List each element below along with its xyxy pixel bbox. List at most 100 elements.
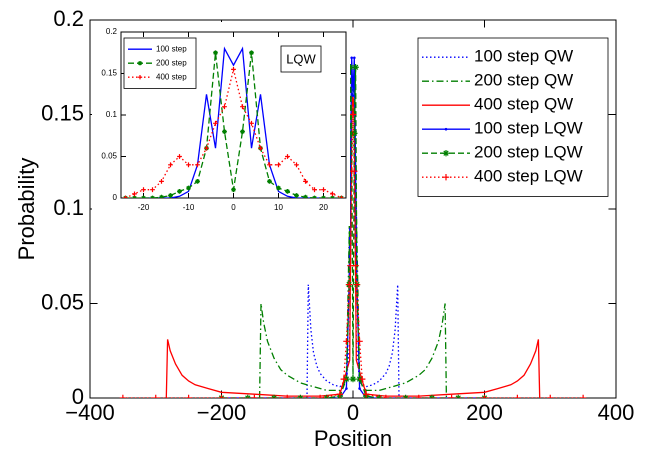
inset-x-tick-label: -20 [138, 203, 150, 212]
main-series-marker-5 [353, 281, 361, 288]
main-series-marker-5 [481, 394, 488, 398]
inset-x-tick-label: 20 [319, 203, 328, 212]
inset-series-marker-2 [141, 187, 146, 193]
main-series-marker-4 [349, 375, 357, 383]
inset-series-marker-2 [159, 179, 164, 184]
main-series-marker-5 [336, 391, 344, 398]
inset-x-tick-label: 10 [274, 203, 283, 212]
inset-series-marker-1 [222, 129, 227, 134]
main-series-marker-3 [358, 387, 361, 390]
main-series-marker-5 [351, 168, 358, 175]
inset-series-marker-2 [123, 195, 128, 198]
inset-x-tick-label: -10 [183, 203, 195, 212]
main-series-marker-5 [119, 394, 127, 398]
main-legend-marker-4 [442, 150, 450, 157]
inset-series-marker-2 [177, 154, 182, 159]
main-series-marker-5 [343, 338, 350, 345]
inset-series-marker-2 [150, 187, 155, 193]
main-y-axis-label: Probability [14, 158, 39, 261]
inset-series-marker-1 [240, 129, 245, 134]
main-series-marker-4 [351, 130, 358, 137]
main-series-marker-3 [350, 56, 353, 60]
inset-series-marker-1 [186, 185, 191, 191]
main-series-marker-5 [415, 394, 422, 398]
inset-series-marker-1 [195, 179, 200, 184]
main-series-marker-3 [353, 56, 356, 60]
inset-legend-label-0: 100 step [156, 44, 187, 53]
main-series-marker-5 [579, 394, 587, 398]
inset-y-tick-label: 0.15 [101, 69, 117, 78]
main-series-marker-5 [356, 338, 363, 345]
inset-y-tick-label: 0.2 [106, 27, 118, 36]
inset-series-marker-2 [249, 120, 254, 126]
main-series-marker-4 [352, 64, 359, 71]
inset-series-marker-1 [294, 193, 299, 198]
inset-series-marker-1 [168, 193, 173, 198]
inset-series-marker-2 [186, 162, 191, 168]
inset-series-marker-2 [168, 162, 173, 168]
inset-series-marker-1 [213, 50, 218, 56]
inset-series-marker-1 [276, 185, 281, 191]
inset-series-marker-2 [240, 104, 245, 110]
inset-y-tick-label: 0 [113, 193, 118, 202]
main-series-marker-5 [152, 394, 159, 398]
inset-series-marker-2 [222, 104, 227, 110]
main-series-marker-5 [359, 375, 366, 383]
main-series-marker-5 [448, 394, 455, 398]
inset-legend-label-1: 200 step [156, 58, 187, 67]
inset-series-marker-2 [312, 187, 317, 193]
main-series-marker-5 [218, 394, 225, 398]
inset-series-marker-2 [195, 162, 200, 168]
inset-series-marker-2 [231, 66, 236, 72]
inset-series-marker-2 [204, 145, 209, 151]
main-series-marker-5 [316, 394, 324, 398]
main-legend-label-1: 200 step QW [474, 71, 573, 90]
main-x-tick-label: 400 [598, 400, 635, 425]
main-legend-label-4: 200 step LQW [474, 143, 583, 162]
inset-series-marker-1 [267, 179, 272, 184]
inset-series-marker-1 [159, 194, 164, 198]
inset-series-marker-1 [249, 50, 254, 56]
inset-series-marker-2 [285, 154, 290, 159]
main-y-tick-label: 0.1 [53, 195, 84, 220]
main-legend-label-5: 400 step LQW [474, 167, 583, 186]
inset-series-marker-1 [231, 187, 236, 193]
inset-chart: -20 -10 0 10 20 0 0.05 0.1 0.15 0.2 100 step 200 st… [92, 22, 350, 226]
inset-legend-box [123, 37, 197, 89]
main-legend-label-3: 100 step LQW [474, 119, 583, 138]
main-series-marker-5 [185, 394, 192, 398]
inset-series-marker-2 [258, 145, 263, 151]
main-legend-label-0: 100 step QW [474, 47, 573, 66]
inset-series-1 [123, 50, 344, 198]
inset-series-marker-1 [303, 194, 308, 198]
inset-y-tick-label: 0.05 [101, 152, 117, 161]
main-series-marker-5 [251, 394, 258, 398]
main-y-tick-label: 0.15 [41, 100, 84, 125]
main-series-marker-5 [340, 375, 347, 383]
main-series-marker-5 [382, 394, 390, 398]
main-series-marker-5 [349, 111, 357, 118]
main-series-marker-5 [547, 394, 554, 398]
main-x-tick-label: 0 [347, 400, 359, 425]
main-x-tick-label: −200 [197, 400, 247, 425]
inset-series-2 [123, 66, 344, 198]
main-series-marker-3 [345, 387, 348, 390]
inset-series-marker-1 [285, 188, 290, 194]
main-legend-marker-5 [442, 174, 450, 181]
main-series-marker-3 [351, 94, 355, 97]
inset-y-tick-label: 0.1 [106, 110, 118, 119]
inset-series-marker-2 [276, 162, 281, 168]
main-series-marker-4 [347, 64, 354, 71]
main-series-marker-5 [345, 281, 353, 288]
main-series-marker-5 [362, 391, 370, 398]
inset-series-marker-2 [303, 179, 308, 184]
inset-series-0 [143, 46, 324, 198]
main-series-5 [119, 111, 587, 398]
main-series-marker-5 [514, 394, 521, 398]
main-series-marker-5 [352, 262, 359, 269]
main-y-tick-label: 0.05 [41, 289, 84, 314]
main-x-tick-label: −400 [65, 400, 115, 425]
main-series-marker-5 [284, 394, 291, 398]
inset-series-marker-2 [267, 162, 272, 168]
